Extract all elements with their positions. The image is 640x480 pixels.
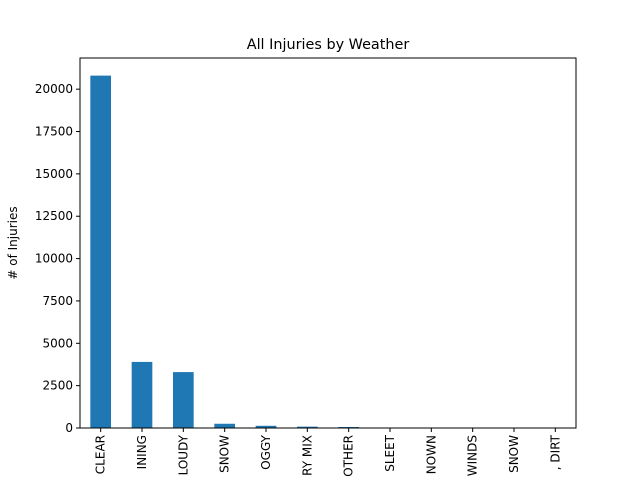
bar-other — [338, 426, 359, 428]
y-tick-label: 15000 — [35, 167, 73, 181]
bar-raining — [131, 361, 153, 428]
x-tick-label-severe-crosswinds: WINDS — [466, 435, 480, 476]
plot-frame — [79, 57, 577, 429]
y-tick-label: 5000 — [42, 336, 73, 350]
x-tick-label-blowing-sand-soil-dirt: , DIRT — [548, 434, 562, 470]
y-axis-label: # of Injuries — [6, 206, 20, 279]
x-tick-label-raining: INING — [135, 435, 149, 469]
y-tick-label: 2500 — [42, 379, 73, 393]
x-tick-label-sleet: SLEET — [383, 434, 397, 471]
x-tick-label-clear: CLEAR — [94, 435, 108, 474]
bars — [90, 75, 566, 428]
bar-cloudy — [173, 372, 194, 428]
y-axis: 0 2500 5000 7500 10000 12500 15000 17500 20000 — [35, 82, 80, 435]
y-tick-label: 0 — [65, 421, 73, 435]
chart-title: All Injuries by Weather — [247, 37, 410, 53]
y-tick-label: 10000 — [35, 252, 73, 266]
bar-freezing-rain-sleet-slush-mix — [297, 426, 318, 428]
y-tick-label: 17500 — [35, 125, 73, 139]
x-axis: CLEAR INING LOUDY SNOW OGGY RY MIX OTHER SLEET N… — [94, 428, 562, 477]
bar-snow — [214, 423, 235, 428]
x-tick-label-foggy: OGGY — [259, 434, 273, 469]
x-tick-label-unknown: NOWN — [424, 435, 438, 474]
bar-foggy — [255, 425, 277, 428]
x-tick-label-cloudy: LOUDY — [176, 434, 190, 475]
bar-clear — [90, 75, 111, 428]
y-tick-label: 12500 — [35, 209, 73, 223]
x-tick-label-blowing-snow: SNOW — [507, 435, 521, 473]
x-tick-label-snow: SNOW — [218, 435, 232, 473]
y-tick-label: 20000 — [35, 82, 73, 96]
x-tick-label-freezing-rain-sleet-slush-mix: RY MIX — [300, 435, 314, 476]
x-tick-label-other: OTHER — [342, 435, 356, 477]
y-tick-label: 7500 — [42, 294, 73, 308]
